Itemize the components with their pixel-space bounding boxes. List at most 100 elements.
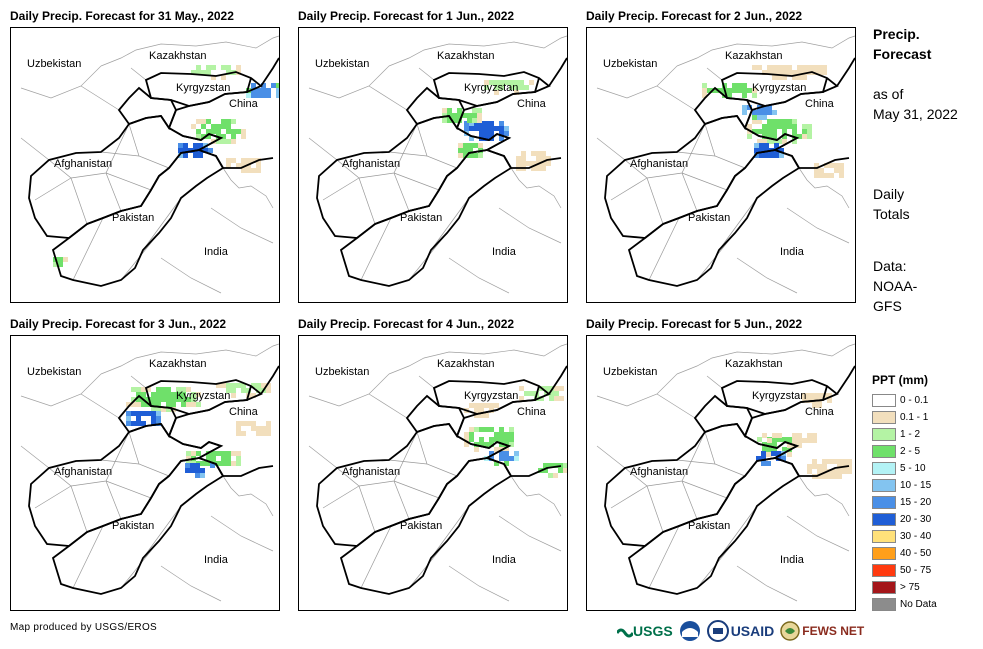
- legend-swatch: [872, 581, 896, 594]
- country-label-afghanistan: Afghanistan: [630, 158, 688, 170]
- legend-swatch: [872, 479, 896, 492]
- country-label-kazakhstan: Kazakhstan: [149, 50, 206, 62]
- map-canvas: Kazakhstan Uzbekistan Kyrgyzstan China Afgha…: [596, 343, 855, 602]
- legend-label: 2 - 5: [900, 446, 921, 457]
- legend-title: PPT (mm): [872, 373, 929, 387]
- legend-label: 40 - 50: [900, 548, 932, 559]
- precip-map: Kazakhstan Uzbekistan Kyrgyzstan China Afgha…: [10, 27, 280, 303]
- country-label-kazakhstan: Kazakhstan: [725, 50, 782, 62]
- country-label-china: China: [805, 98, 835, 110]
- legend-item: 50 - 75: [872, 562, 972, 579]
- data-source-line: GFS: [873, 298, 902, 314]
- map-credit: Map produced by USGS/EROS: [10, 622, 158, 633]
- legend-swatch: [872, 530, 896, 543]
- data-source-line: NOAA-: [873, 278, 918, 294]
- legend: PPT (mm) 0 - 0.1 0.1 - 1 1 - 2 2 - 5 5 - 10 1…: [872, 372, 972, 613]
- precip-map: Kazakhstan Uzbekistan Kyrgyzstan China Afgha…: [586, 27, 856, 303]
- noaa-emblem-icon: [679, 621, 700, 641]
- country-label-kazakhstan: Kazakhstan: [437, 358, 494, 370]
- legend-item: > 75: [872, 579, 972, 596]
- agency-logos: USGS USAID FEWS NET: [617, 617, 870, 645]
- sidebar-daily-totals: Daily Totals: [873, 184, 910, 224]
- legend-item: 5 - 10: [872, 460, 972, 477]
- legend-label: > 75: [900, 582, 920, 593]
- country-label-india: India: [780, 554, 805, 566]
- country-label-pakistan: Pakistan: [688, 212, 730, 224]
- usaid-logo: USAID: [706, 620, 774, 642]
- legend-item: 40 - 50: [872, 545, 972, 562]
- country-label-kyrgyzstan: Kyrgyzstan: [176, 82, 230, 94]
- totals-label: Totals: [873, 206, 910, 222]
- legend-label: No Data: [900, 599, 937, 610]
- as-of-label: as of: [873, 86, 904, 102]
- data-label: Data:: [873, 258, 907, 274]
- sidebar-title: Precip. Forecast: [873, 24, 931, 64]
- country-label-pakistan: Pakistan: [400, 520, 442, 532]
- country-label-uzbekistan: Uzbekistan: [315, 58, 369, 70]
- map-canvas: Kazakhstan Uzbekistan Kyrgyzstan China Afgha…: [596, 35, 855, 294]
- sidebar-title-line: Precip.: [873, 26, 920, 42]
- country-label-kyrgyzstan: Kyrgyzstan: [752, 82, 806, 94]
- usgs-logo-text: USGS: [633, 623, 673, 639]
- legend-swatch: [872, 547, 896, 560]
- sidebar-as-of: as of May 31, 2022: [873, 84, 958, 124]
- usgs-wave-icon: [617, 628, 633, 638]
- map-canvas: Kazakhstan Uzbekistan Kyrgyzstan China Afgha…: [308, 35, 567, 294]
- precip-cells: [756, 393, 852, 479]
- legend-label: 30 - 40: [900, 531, 932, 542]
- legend-item: 0.1 - 1: [872, 409, 972, 426]
- forecast-panel-5: Daily Precip. Forecast for 4 Jun., 2022 …: [298, 315, 588, 620]
- forecast-panel-6: Daily Precip. Forecast for 5 Jun., 2022 …: [586, 315, 876, 620]
- country-label-india: India: [492, 554, 517, 566]
- panel-title: Daily Precip. Forecast for 1 Jun., 2022: [298, 9, 515, 23]
- legend-label: 20 - 30: [900, 514, 932, 525]
- usaid-seal-icon: [706, 620, 729, 642]
- country-label-china: China: [229, 406, 259, 418]
- legend-item: 2 - 5: [872, 443, 972, 460]
- sidebar-data-source: Data: NOAA- GFS: [873, 256, 917, 316]
- panel-title: Daily Precip. Forecast for 5 Jun., 2022: [586, 317, 803, 331]
- country-label-kazakhstan: Kazakhstan: [149, 358, 206, 370]
- fewsnet-logo: FEWS NET: [780, 621, 864, 641]
- country-label-uzbekistan: Uzbekistan: [603, 366, 657, 378]
- country-label-kyrgyzstan: Kyrgyzstan: [176, 390, 230, 402]
- map-canvas: Kazakhstan Uzbekistan Kyrgyzstan China Afgha…: [20, 343, 279, 602]
- legend-label: 50 - 75: [900, 565, 932, 576]
- country-label-kazakhstan: Kazakhstan: [725, 358, 782, 370]
- precip-map: Kazakhstan Uzbekistan Kyrgyzstan China Afgha…: [298, 27, 568, 303]
- legend-label: 1 - 2: [900, 429, 921, 440]
- country-label-india: India: [204, 554, 229, 566]
- panel-title: Daily Precip. Forecast for 2 Jun., 2022: [586, 9, 803, 23]
- noaa-logo: [679, 620, 701, 642]
- country-label-uzbekistan: Uzbekistan: [603, 58, 657, 70]
- legend-swatch: [872, 496, 896, 509]
- country-label-kyrgyzstan: Kyrgyzstan: [752, 390, 806, 402]
- legend-item: No Data: [872, 596, 972, 613]
- country-label-afghanistan: Afghanistan: [630, 466, 688, 478]
- legend-rows: 0 - 0.1 0.1 - 1 1 - 2 2 - 5 5 - 10 10 - 15 15 …: [872, 392, 972, 613]
- fewsnet-logo-text: FEWS NET: [802, 624, 865, 638]
- legend-swatch: [872, 462, 896, 475]
- legend-item: 0 - 0.1: [872, 392, 972, 409]
- legend-label: 10 - 15: [900, 480, 932, 491]
- country-label-pakistan: Pakistan: [400, 212, 442, 224]
- legend-item: 20 - 30: [872, 511, 972, 528]
- legend-swatch: [872, 564, 896, 577]
- country-label-pakistan: Pakistan: [112, 212, 154, 224]
- legend-label: 15 - 20: [900, 497, 932, 508]
- country-label-afghanistan: Afghanistan: [342, 466, 400, 478]
- precip-map: Kazakhstan Uzbekistan Kyrgyzstan China Afgha…: [298, 335, 568, 611]
- country-label-pakistan: Pakistan: [688, 520, 730, 532]
- country-label-uzbekistan: Uzbekistan: [315, 366, 369, 378]
- country-label-uzbekistan: Uzbekistan: [27, 58, 81, 70]
- country-label-kyrgyzstan: Kyrgyzstan: [464, 82, 518, 94]
- legend-swatch: [872, 428, 896, 441]
- daily-label: Daily: [873, 186, 905, 202]
- map-canvas: Kazakhstan Uzbekistan Kyrgyzstan China Afgha…: [308, 343, 567, 602]
- country-label-china: China: [229, 98, 259, 110]
- forecast-panel-4: Daily Precip. Forecast for 3 Jun., 2022 …: [10, 315, 300, 620]
- country-label-kazakhstan: Kazakhstan: [437, 50, 494, 62]
- country-label-kyrgyzstan: Kyrgyzstan: [464, 390, 518, 402]
- sidebar-title-line: Forecast: [873, 46, 932, 62]
- country-label-india: India: [492, 246, 517, 258]
